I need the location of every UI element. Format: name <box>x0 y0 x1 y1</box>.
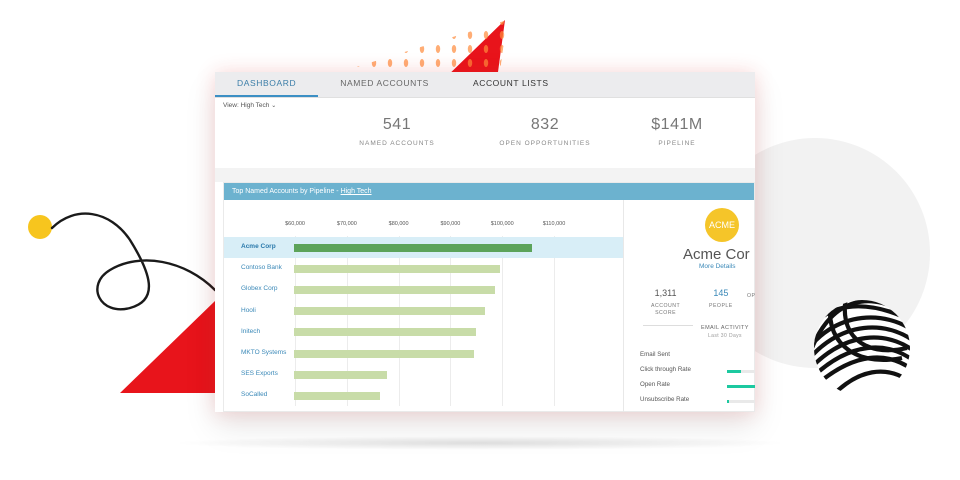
bar[interactable] <box>294 349 475 358</box>
view-label: View: <box>223 102 239 109</box>
stat-named-accounts: 541 NAMED ACCOUNTS <box>337 116 457 147</box>
account-logo: ACME <box>705 208 739 242</box>
stat-value: 832 <box>530 116 560 133</box>
stat-label: NAMED ACCOUNTS <box>359 140 435 147</box>
stats-row: 541 NAMED ACCOUNTS 832 OPEN OPPORTUNITIE… <box>215 116 755 162</box>
category-label[interactable]: Initech <box>241 327 261 335</box>
window-shadow <box>170 436 790 450</box>
tab-account-lists[interactable]: ACCOUNT LISTS <box>472 78 549 88</box>
kpi-people: 145 PEOPLE <box>709 288 733 310</box>
stat-label: PIPELINE <box>658 140 696 147</box>
category-label[interactable]: Contoso Bank <box>241 264 282 272</box>
kpi-account-score: 1,311 ACCOUNT SCORE <box>651 288 680 317</box>
account-detail-panel: ACME Acme Cor More Details 1,311 ACCOUNT… <box>625 200 755 412</box>
bar[interactable] <box>294 391 381 400</box>
stat-value: 541 <box>382 116 412 133</box>
top-accounts-panel: Top Named Accounts by Pipeline - High Te… <box>223 182 755 412</box>
kpi-label-line1: ACCOUNT <box>651 303 681 309</box>
bar-chart: $60,000 $70,000 $80,000 $90,000 $100,000 $110… <box>224 200 624 412</box>
dashboard-window: DASHBOARD NAMED ACCOUNTS ACCOUNT LISTS V… <box>215 72 755 412</box>
kpi-value: 1,311 <box>654 288 677 298</box>
stat-open-opportunities: 832 OPEN OPPORTUNITIES <box>485 116 605 147</box>
x-tick-label: $70,000 <box>336 221 357 227</box>
x-tick-label: $90,000 <box>440 221 461 227</box>
kpi-label-line2: SCORE <box>655 310 677 316</box>
x-tick-label: $60,000 <box>285 221 305 227</box>
email-metric-fill <box>727 370 741 373</box>
x-tick-label: $100,000 <box>490 221 514 227</box>
yellow-dot-shape <box>28 215 52 239</box>
email-metric-bar <box>727 400 755 403</box>
stat-value: $141M <box>651 116 703 133</box>
account-name: Acme Cor <box>683 246 750 263</box>
gridline <box>450 236 452 406</box>
stat-pipeline: $141M PIPELINE <box>617 116 737 147</box>
category-label[interactable]: SES Exports <box>241 370 278 378</box>
tab-dashboard[interactable]: DASHBOARD <box>215 72 319 97</box>
category-label[interactable]: SoCalled <box>241 391 268 399</box>
panel-filter-link[interactable]: High Tech <box>340 188 372 195</box>
email-metric-bar <box>727 385 755 388</box>
category-label[interactable]: Hooli <box>241 306 256 314</box>
x-tick-label: $80,000 <box>388 221 409 227</box>
view-value: High Tech <box>240 102 270 109</box>
bar[interactable] <box>294 285 496 294</box>
more-details-link[interactable]: More Details <box>699 263 736 270</box>
email-activity-period: Last 30 Days <box>707 333 742 339</box>
email-metric-label: Unsubscribe Rate <box>640 396 690 403</box>
category-label[interactable]: MKTO Systems <box>241 349 287 356</box>
x-tick-label: $110,000 <box>542 221 566 227</box>
panel-header: Top Named Accounts by Pipeline - High Te… <box>224 183 754 200</box>
view-selector[interactable]: View: High Tech ⌄ <box>223 102 276 109</box>
kpi-opportunities: OP <box>747 288 755 300</box>
striped-ball-shape <box>814 300 910 396</box>
kpi-value: 145 <box>713 288 729 298</box>
gridline <box>398 236 400 406</box>
email-activity-heading: EMAIL ACTIVITY Last 30 Days <box>701 325 749 339</box>
gridline <box>554 236 555 406</box>
chevron-down-icon: ⌄ <box>271 103 277 109</box>
bar[interactable] <box>294 307 485 316</box>
tab-bar: DASHBOARD NAMED ACCOUNTS ACCOUNT LISTS <box>215 72 755 98</box>
kpi-divider <box>643 325 693 326</box>
email-metric-fill <box>727 400 729 403</box>
category-label[interactable]: Acme Corp <box>241 243 276 250</box>
email-metric-fill <box>727 385 755 388</box>
stat-label: OPEN OPPORTUNITIES <box>499 140 591 147</box>
panel-title: Top Named Accounts by Pipeline - <box>232 188 341 195</box>
gridline <box>295 236 297 406</box>
gridline <box>346 236 348 406</box>
bar[interactable] <box>294 264 500 273</box>
gridline <box>502 236 504 406</box>
bar[interactable] <box>294 370 387 379</box>
email-metric-bar <box>727 370 755 373</box>
divider-band <box>215 168 755 182</box>
kpi-label: OP <box>747 293 755 299</box>
email-metric-label: Email Sent <box>640 351 670 358</box>
bar[interactable] <box>294 328 476 337</box>
email-metric-label: Open Rate <box>640 381 670 388</box>
email-metric-label: Click through Rate <box>640 366 691 373</box>
kpi-label: PEOPLE <box>709 303 733 309</box>
kpi-label: ACCOUNT SCORE <box>651 303 680 317</box>
tab-named-accounts[interactable]: NAMED ACCOUNTS <box>340 78 429 88</box>
email-activity-title: EMAIL ACTIVITY <box>701 325 749 331</box>
category-label[interactable]: Globex Corp <box>241 285 278 293</box>
bar[interactable] <box>294 243 533 252</box>
